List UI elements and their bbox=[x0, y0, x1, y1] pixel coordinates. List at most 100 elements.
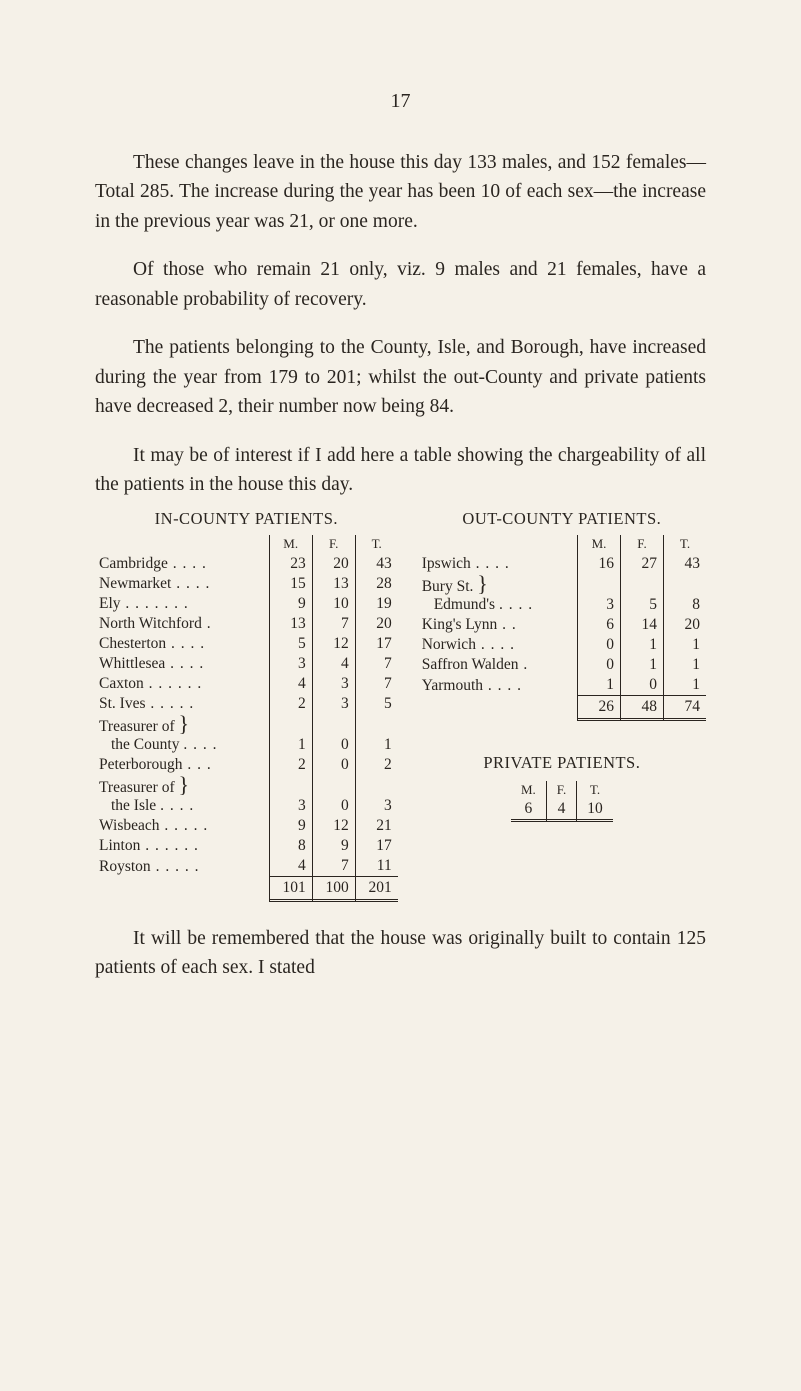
cell-m: 2 bbox=[269, 694, 312, 714]
table-header: M. F. T. bbox=[95, 535, 398, 554]
closing-paragraph: It will be remembered that the house was… bbox=[95, 924, 706, 983]
cell-t: 11 bbox=[355, 856, 398, 877]
val-f: 4 bbox=[546, 799, 576, 820]
table-row: Treasurer of }the County . . . .101 bbox=[95, 714, 398, 755]
cell-t: 20 bbox=[355, 614, 398, 634]
cell-m: 6 bbox=[578, 615, 621, 635]
row-label: Chesterton . . . . bbox=[95, 634, 269, 654]
out-county-block: OUT-COUNTY PATIENTS. M. F. T. Ipswich . … bbox=[418, 509, 706, 721]
table-header: M. F. T. bbox=[511, 781, 613, 799]
cell-t: 3 bbox=[355, 775, 398, 816]
cell-m: 4 bbox=[269, 856, 312, 877]
col-f: F. bbox=[312, 535, 355, 554]
val-m: 6 bbox=[511, 799, 546, 820]
table-row: Bury St. }Edmund's . . . .358 bbox=[418, 574, 706, 615]
cell-m: 13 bbox=[269, 614, 312, 634]
cell-f: 0 bbox=[312, 755, 355, 775]
paragraph-2: Of those who remain 21 only, viz. 9 male… bbox=[95, 255, 706, 314]
cell-f: 7 bbox=[312, 856, 355, 877]
private-title: PRIVATE PATIENTS. bbox=[418, 753, 706, 773]
table-row: Peterborough . . . 202 bbox=[95, 755, 398, 775]
row-label: Wisbeach . . . . . bbox=[95, 816, 269, 836]
total-t: 74 bbox=[664, 696, 707, 719]
private-table: M. F. T. 6 4 10 bbox=[511, 781, 613, 822]
table-row: Treasurer of }the Isle . . . .303 bbox=[95, 775, 398, 816]
cell-f: 13 bbox=[312, 574, 355, 594]
cell-m: 0 bbox=[578, 635, 621, 655]
cell-t: 2 bbox=[355, 755, 398, 775]
cell-t: 28 bbox=[355, 574, 398, 594]
cell-t: 1 bbox=[664, 675, 707, 696]
table-row: Royston . . . . . 4711 bbox=[95, 856, 398, 877]
cell-t: 17 bbox=[355, 836, 398, 856]
in-county-title: IN-COUNTY PATIENTS. bbox=[95, 509, 398, 529]
row-label: Yarmouth . . . . bbox=[418, 675, 578, 696]
cell-m: 2 bbox=[269, 755, 312, 775]
page-number: 17 bbox=[95, 90, 706, 113]
table-row: Linton . . . . . . 8917 bbox=[95, 836, 398, 856]
paragraph-1: These changes leave in the house this da… bbox=[95, 148, 706, 236]
table-row: Caxton . . . . . . 437 bbox=[95, 674, 398, 694]
cell-f: 14 bbox=[621, 615, 664, 635]
row-label: Treasurer of }the County . . . . bbox=[95, 714, 269, 755]
cell-t: 43 bbox=[664, 554, 707, 574]
document-page: 17 These changes leave in the house this… bbox=[0, 0, 801, 1051]
cell-m: 3 bbox=[269, 775, 312, 816]
cell-f: 1 bbox=[621, 655, 664, 675]
total-f: 100 bbox=[312, 877, 355, 900]
table-row: Newmarket . . . . 151328 bbox=[95, 574, 398, 594]
table-header: M. F. T. bbox=[418, 535, 706, 554]
table-row: Cambridge . . . . 232043 bbox=[95, 554, 398, 574]
cell-t: 1 bbox=[355, 714, 398, 755]
cell-f: 12 bbox=[312, 816, 355, 836]
out-county-table: M. F. T. Ipswich . . . . 162743Bury St. … bbox=[418, 535, 706, 721]
paragraph-3: The patients belonging to the County, Is… bbox=[95, 333, 706, 421]
table-row: Yarmouth . . . . 101 bbox=[418, 675, 706, 696]
row-label: Caxton . . . . . . bbox=[95, 674, 269, 694]
cell-t: 17 bbox=[355, 634, 398, 654]
col-t: T. bbox=[577, 781, 613, 799]
col-t: T. bbox=[664, 535, 707, 554]
total-m: 26 bbox=[578, 696, 621, 719]
table-row: Wisbeach . . . . . 91221 bbox=[95, 816, 398, 836]
col-t: T. bbox=[355, 535, 398, 554]
cell-t: 7 bbox=[355, 674, 398, 694]
paragraph-4: It may be of interest if I add here a ta… bbox=[95, 441, 706, 500]
row-label: Norwich . . . . bbox=[418, 635, 578, 655]
col-m: M. bbox=[269, 535, 312, 554]
cell-m: 16 bbox=[578, 554, 621, 574]
cell-f: 0 bbox=[312, 714, 355, 755]
cell-m: 15 bbox=[269, 574, 312, 594]
cell-t: 1 bbox=[664, 655, 707, 675]
table-row: Ely . . . . . . . 91019 bbox=[95, 594, 398, 614]
in-county-table: M. F. T. Cambridge . . . . 232043Newmark… bbox=[95, 535, 398, 902]
cell-t: 8 bbox=[664, 574, 707, 615]
cell-f: 0 bbox=[621, 675, 664, 696]
row-label: Whittlesea . . . . bbox=[95, 654, 269, 674]
right-column: OUT-COUNTY PATIENTS. M. F. T. Ipswich . … bbox=[418, 509, 706, 902]
total-f: 48 bbox=[621, 696, 664, 719]
private-row: 6 4 10 bbox=[511, 799, 613, 820]
cell-m: 4 bbox=[269, 674, 312, 694]
cell-t: 21 bbox=[355, 816, 398, 836]
cell-f: 3 bbox=[312, 674, 355, 694]
cell-f: 9 bbox=[312, 836, 355, 856]
row-label: Royston . . . . . bbox=[95, 856, 269, 877]
table-row: King's Lynn . . 61420 bbox=[418, 615, 706, 635]
col-f: F. bbox=[621, 535, 664, 554]
row-label: North Witchford . bbox=[95, 614, 269, 634]
cell-f: 1 bbox=[621, 635, 664, 655]
row-label: King's Lynn . . bbox=[418, 615, 578, 635]
cell-t: 43 bbox=[355, 554, 398, 574]
out-county-total: 26 48 74 bbox=[418, 696, 706, 719]
row-label: Linton . . . . . . bbox=[95, 836, 269, 856]
col-f: F. bbox=[546, 781, 576, 799]
cell-f: 7 bbox=[312, 614, 355, 634]
row-label: Bury St. }Edmund's . . . . bbox=[418, 574, 578, 615]
row-label: Cambridge . . . . bbox=[95, 554, 269, 574]
cell-f: 10 bbox=[312, 594, 355, 614]
out-county-title: OUT-COUNTY PATIENTS. bbox=[418, 509, 706, 529]
table-row: Whittlesea . . . . 347 bbox=[95, 654, 398, 674]
cell-f: 27 bbox=[621, 554, 664, 574]
cell-m: 8 bbox=[269, 836, 312, 856]
